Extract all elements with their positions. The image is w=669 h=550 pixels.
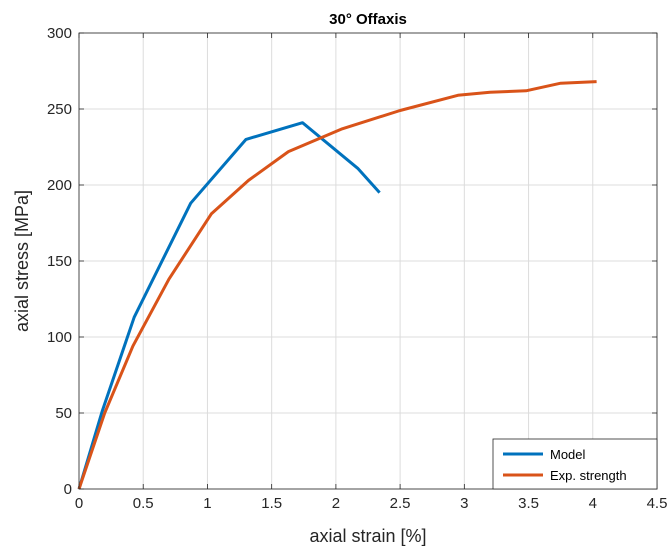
- x-tick-label: 2.5: [390, 495, 411, 512]
- x-tick-label: 4.5: [647, 495, 668, 512]
- y-tick-label: 0: [64, 481, 72, 498]
- x-tick-label: 0: [75, 495, 83, 512]
- series-line-model: [77, 121, 381, 490]
- x-tick-label: 1.5: [261, 495, 282, 512]
- legend: Model Exp. strength: [492, 438, 658, 490]
- series-line-exp-strength: [77, 80, 597, 490]
- x-tick-label: 0.5: [133, 495, 154, 512]
- legend-exp-strength-label: Exp. strength: [550, 468, 627, 483]
- legend-box: [492, 438, 658, 490]
- y-tick-label: 100: [47, 329, 72, 346]
- x-tick-label: 2: [332, 495, 340, 512]
- y-axis-label: axial stress [MPa]: [12, 190, 32, 332]
- axis-ticks: 0 0.5 1 1.5 2 2.5 3 3.5 4 4.5 0 50 100 150 200 250 300: [47, 25, 667, 512]
- x-tick-label: 3.5: [518, 495, 539, 512]
- x-tick-label: 1: [203, 495, 211, 512]
- chart-title: 30° Offaxis: [329, 11, 407, 28]
- x-axis-label: axial strain [%]: [309, 526, 426, 546]
- y-tick-label: 250: [47, 101, 72, 118]
- y-tick-label: 300: [47, 25, 72, 42]
- x-tick-label: 4: [589, 495, 597, 512]
- y-tick-label: 50: [55, 405, 72, 422]
- x-tick-label: 3: [460, 495, 468, 512]
- legend-model-label: Model: [550, 447, 586, 462]
- series-lines: [77, 80, 597, 490]
- y-tick-label: 150: [47, 253, 72, 270]
- y-tick-label: 200: [47, 177, 72, 194]
